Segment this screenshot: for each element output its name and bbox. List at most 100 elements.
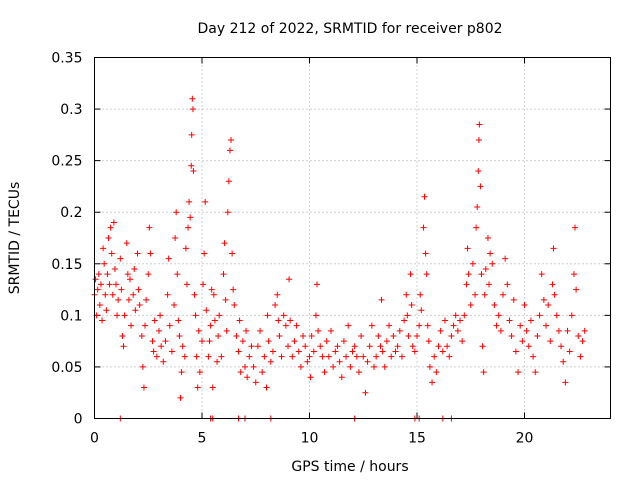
data-point — [120, 343, 127, 350]
data-point — [145, 271, 152, 278]
data-point — [543, 322, 549, 329]
x-tick-label: 10 — [301, 431, 319, 447]
data-point — [426, 363, 433, 370]
data-point — [224, 209, 231, 216]
data-point — [521, 302, 528, 309]
data-point — [177, 394, 184, 401]
data-point — [207, 322, 214, 329]
data-point — [218, 353, 225, 360]
data-point — [474, 204, 481, 211]
data-point — [158, 343, 165, 350]
data-point — [228, 137, 235, 144]
data-point — [243, 327, 250, 334]
data-point — [138, 332, 145, 339]
data-point — [106, 281, 113, 288]
data-point — [403, 291, 410, 298]
data-point — [343, 353, 350, 360]
data-point — [504, 281, 511, 288]
data-point — [417, 291, 424, 298]
data-point — [439, 348, 446, 355]
data-point — [211, 317, 218, 324]
data-point — [517, 322, 524, 329]
data-points — [91, 95, 588, 422]
data-point — [465, 271, 472, 278]
data-point — [379, 348, 386, 355]
data-point — [495, 312, 502, 319]
data-point — [95, 271, 102, 278]
data-point — [286, 276, 293, 283]
data-point — [334, 343, 341, 350]
data-point — [347, 363, 354, 370]
x-tick-label: 20 — [516, 431, 534, 447]
data-point — [314, 281, 321, 288]
data-point — [577, 353, 584, 360]
data-point — [386, 322, 393, 329]
tick-labels: 0 0.05 0.1 0.15 0.2 0.25 0.3 0.35 0 5 10 15 20 — [51, 51, 533, 447]
data-point — [475, 167, 482, 174]
data-point — [421, 193, 428, 200]
data-point — [199, 338, 205, 345]
data-point — [355, 369, 362, 376]
data-point — [452, 312, 459, 319]
data-point — [519, 338, 526, 345]
data-point — [523, 327, 530, 334]
data-point — [149, 338, 156, 345]
data-point — [473, 224, 480, 231]
data-point — [388, 353, 395, 360]
data-point — [188, 131, 195, 138]
data-point — [248, 343, 255, 350]
data-point — [472, 291, 479, 298]
data-point — [244, 374, 251, 381]
x-tick-label: 0 — [90, 431, 99, 447]
data-point — [422, 250, 429, 257]
data-point — [532, 369, 539, 376]
data-point — [257, 327, 264, 334]
data-point — [139, 363, 146, 370]
data-point — [407, 271, 414, 278]
data-point — [454, 327, 461, 334]
data-point — [172, 235, 179, 241]
data-point — [360, 353, 367, 360]
data-point — [181, 353, 188, 360]
data-point — [203, 307, 210, 314]
data-point — [92, 276, 99, 283]
data-point — [164, 291, 171, 298]
data-point — [486, 281, 493, 288]
data-point — [467, 302, 474, 309]
y-tick-label: 0 — [74, 412, 83, 428]
data-point — [174, 271, 181, 278]
data-point — [307, 374, 314, 381]
data-point — [575, 332, 582, 339]
y-tick-label: 0.15 — [51, 257, 82, 273]
data-point — [168, 348, 175, 355]
data-point — [239, 338, 246, 345]
data-point — [306, 353, 313, 360]
data-point — [506, 317, 513, 324]
data-point — [414, 332, 420, 339]
data-point — [538, 271, 545, 278]
data-point — [194, 384, 201, 391]
data-point — [130, 291, 137, 298]
data-point — [171, 302, 178, 309]
data-point — [104, 271, 111, 278]
data-point — [229, 250, 236, 257]
data-point — [349, 348, 356, 355]
data-point — [99, 317, 106, 324]
data-point — [124, 271, 131, 278]
data-point — [477, 183, 484, 190]
data-point — [469, 260, 476, 267]
data-point — [394, 343, 401, 350]
data-point — [457, 317, 463, 324]
data-point — [156, 327, 162, 334]
data-point — [179, 343, 186, 350]
data-point — [338, 374, 345, 381]
data-point — [250, 363, 257, 370]
data-point — [429, 379, 436, 386]
data-point — [140, 384, 147, 391]
data-point — [328, 327, 334, 334]
data-point — [448, 332, 455, 339]
data-point — [441, 317, 448, 324]
data-point — [274, 291, 281, 298]
y-axis-label: SRMTID / TECUs — [7, 182, 23, 295]
